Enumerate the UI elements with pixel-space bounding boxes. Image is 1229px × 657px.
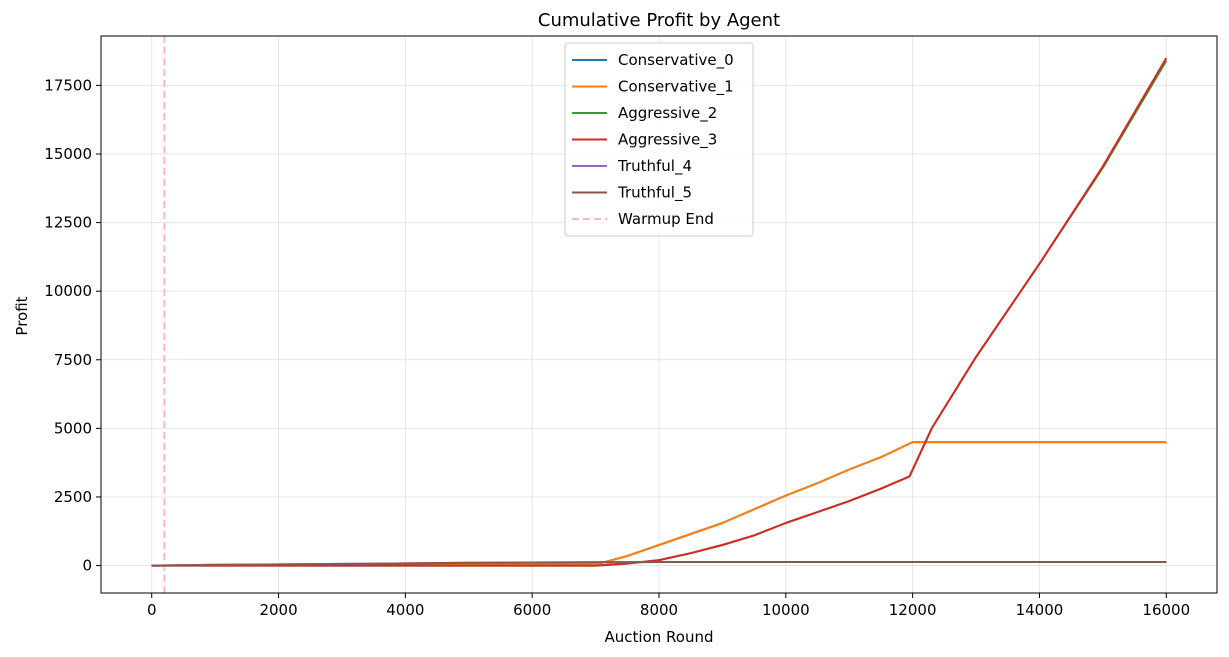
x-tick-label: 8000 xyxy=(640,601,678,619)
legend-label: Truthful_4 xyxy=(617,157,692,176)
series-line-aggressive-3 xyxy=(151,57,1168,567)
x-axis-label: Auction Round xyxy=(605,628,714,646)
x-axis-ticks: 0 2000 4000 6000 8000 10000 12000 14000 16000 xyxy=(147,593,1190,619)
y-tick-label: 0 xyxy=(82,557,92,575)
y-tick-label: 12500 xyxy=(44,214,92,232)
x-tick-label: 16000 xyxy=(1142,601,1190,619)
series-line-truthful-5 xyxy=(151,561,1167,567)
legend-label: Warmup End xyxy=(618,210,714,228)
y-axis-ticks: 0 2500 5000 7500 10000 12500 15000 17500 xyxy=(44,76,101,575)
legend-label: Truthful_5 xyxy=(617,184,692,203)
x-tick-label: 0 xyxy=(147,601,157,619)
y-tick-label: 5000 xyxy=(54,419,92,437)
y-tick-label: 2500 xyxy=(54,488,92,506)
y-tick-label: 17500 xyxy=(44,76,92,94)
y-tick-label: 7500 xyxy=(54,351,92,369)
legend-label: Conservative_0 xyxy=(618,51,734,70)
legend-label: Aggressive_3 xyxy=(618,131,717,150)
series-layer xyxy=(151,36,1168,593)
x-tick-label: 14000 xyxy=(1016,601,1064,619)
x-tick-label: 4000 xyxy=(386,601,424,619)
x-tick-label: 12000 xyxy=(889,601,937,619)
y-tick-label: 10000 xyxy=(44,282,92,300)
y-axis-label: Profit xyxy=(13,296,31,335)
legend: Conservative_0 Conservative_1 Aggressive_2… xyxy=(564,42,754,237)
series-line-conservative-1 xyxy=(151,441,1167,567)
y-tick-label: 15000 xyxy=(44,145,92,163)
x-tick-label: 6000 xyxy=(513,601,551,619)
chart-title: Cumulative Profit by Agent xyxy=(538,10,780,31)
legend-label: Aggressive_2 xyxy=(618,104,717,123)
legend-label: Conservative_1 xyxy=(618,78,734,97)
x-tick-label: 10000 xyxy=(762,601,810,619)
x-tick-label: 2000 xyxy=(259,601,297,619)
legend-box xyxy=(564,42,754,237)
